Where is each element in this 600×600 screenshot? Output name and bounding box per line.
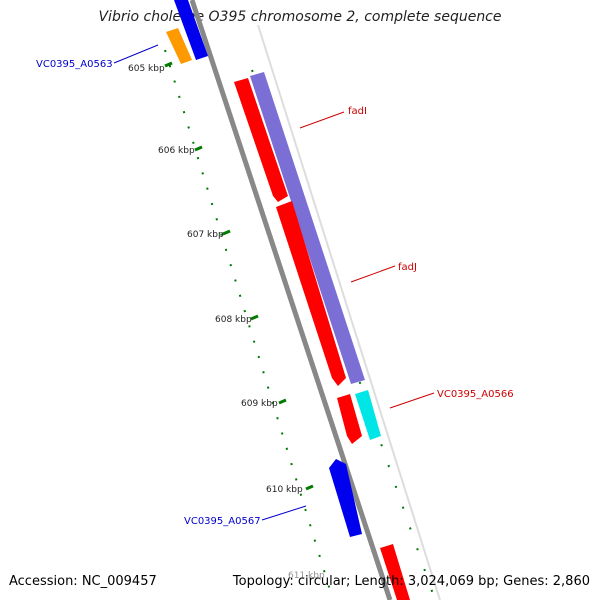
tick-labels: 605 kbp 606 kbp 607 kbp 608 kbp 609 kbp …	[128, 64, 325, 581]
accession-text: Accession: NC_009457	[9, 574, 157, 589]
label-fadi: fadI	[348, 106, 367, 117]
tick-label-605: 605 kbp	[128, 64, 165, 74]
tick-label-608: 608 kbp	[215, 315, 252, 325]
label-leaders	[113, 44, 435, 521]
label-vc0395-a0566: VC0395_A0566	[437, 389, 514, 400]
tick-607	[222, 229, 231, 236]
leader-fadi	[299, 111, 345, 129]
cyan-feature	[355, 390, 381, 440]
outer-ring-edge	[257, 24, 441, 600]
label-fadj: fadJ	[398, 262, 417, 273]
leader-fadj	[350, 265, 396, 283]
gene-bottom-red	[380, 544, 410, 600]
leader-vc0395-a0566	[389, 392, 435, 409]
tick-label-606: 606 kbp	[158, 146, 195, 156]
tick-605	[164, 61, 173, 68]
gene-vc0395-a0567-body	[329, 459, 362, 537]
leader-vc0395-a0563	[113, 44, 159, 64]
orange-feature	[166, 28, 192, 64]
label-vc0395-a0563: VC0395_A0563	[36, 59, 113, 70]
tick-606	[194, 145, 203, 152]
major-ticks	[164, 61, 314, 491]
gene-features	[166, 0, 410, 600]
tick-610	[305, 484, 314, 491]
gene-labels: VC0395_A0563 fadI fadJ VC0395_A0566 VC03…	[36, 59, 514, 527]
chromosome-backbone	[189, 0, 393, 600]
gene-vc0395-a0563-body	[174, 0, 208, 60]
tick-label-609: 609 kbp	[241, 399, 278, 409]
tick-label-607: 607 kbp	[187, 230, 224, 240]
tick-label-610: 610 kbp	[266, 485, 303, 495]
purple-feature	[250, 72, 365, 384]
gene-fadi	[234, 78, 288, 202]
tick-609	[278, 398, 287, 405]
label-vc0395-a0567: VC0395_A0567	[184, 516, 261, 527]
tick-608	[250, 314, 259, 321]
leader-vc0395-a0567	[261, 505, 307, 521]
gene-fadj	[276, 201, 346, 386]
topology-summary: Topology: circular; Length: 3,024,069 bp…	[232, 574, 590, 589]
tick-label-611: 611 kbp	[288, 571, 325, 581]
gene-vc0395-a0566	[337, 394, 362, 444]
